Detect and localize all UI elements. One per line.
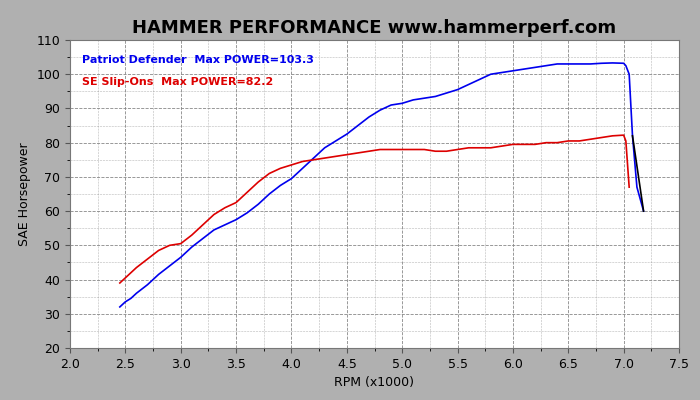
Text: SE Slip-Ons  Max POWER=82.2: SE Slip-Ons Max POWER=82.2: [82, 77, 274, 87]
Y-axis label: SAE Horsepower: SAE Horsepower: [18, 142, 31, 246]
Text: Patriot Defender  Max POWER=103.3: Patriot Defender Max POWER=103.3: [82, 56, 314, 66]
X-axis label: RPM (x1000): RPM (x1000): [335, 376, 414, 389]
Title: HAMMER PERFORMANCE www.hammerperf.com: HAMMER PERFORMANCE www.hammerperf.com: [132, 19, 617, 37]
